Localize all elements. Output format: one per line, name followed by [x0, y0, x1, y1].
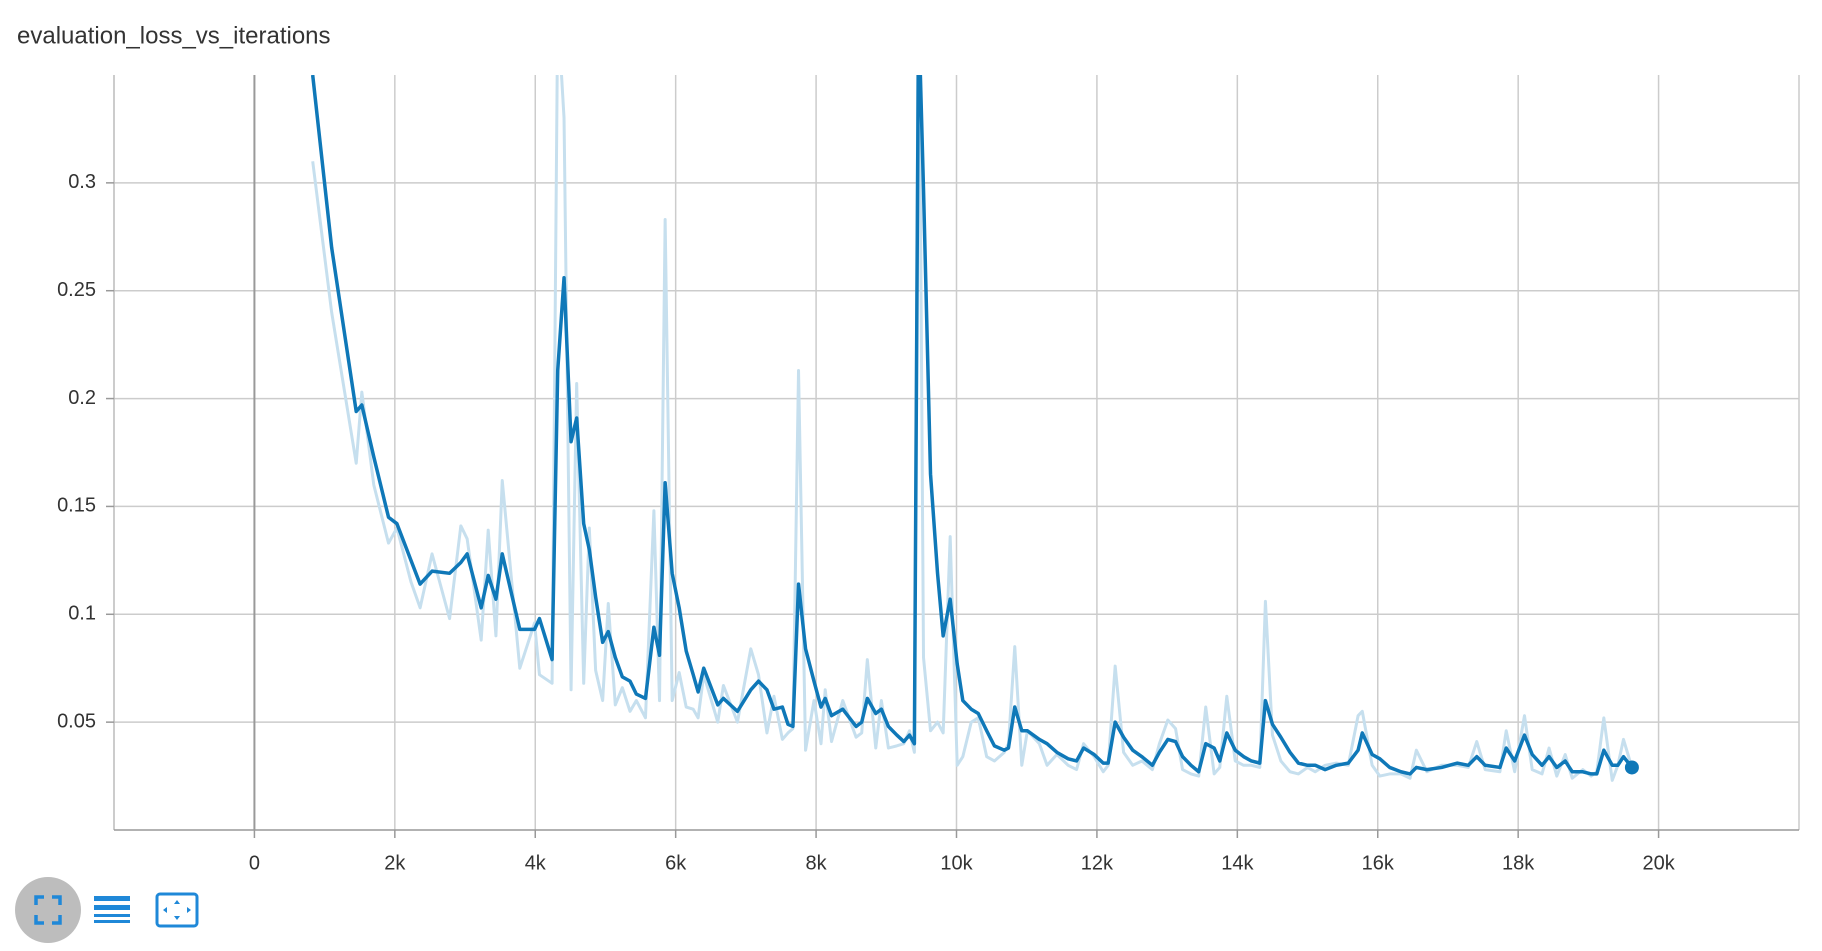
x-tick-label: 4k [525, 852, 547, 874]
smoothed-line [310, 75, 1634, 776]
grid [114, 75, 1799, 830]
y-tick-label: 0.15 [57, 495, 96, 517]
raw-line [311, 75, 1634, 782]
y-tick-label: 0.25 [57, 279, 96, 301]
y-tick-label: 0.05 [57, 710, 96, 732]
toolbar [15, 877, 199, 943]
y-tick-label: 0.1 [68, 603, 96, 625]
plot-area [310, 75, 1634, 782]
x-tick-label: 10k [940, 852, 973, 874]
x-tick-label: 18k [1502, 852, 1535, 874]
y-tick-label: 0.3 [68, 171, 96, 193]
chart-title: evaluation_loss_vs_iterations [17, 22, 331, 49]
x-tick-label: 6k [665, 852, 687, 874]
x-tick-label: 12k [1081, 852, 1114, 874]
fit-domain-button[interactable] [15, 877, 81, 943]
y-tick-label: 0.2 [68, 387, 96, 409]
x-tick-label: 14k [1221, 852, 1254, 874]
x-tick-label: 20k [1642, 852, 1675, 874]
x-tick-label: 2k [384, 852, 406, 874]
expand-button[interactable] [155, 892, 199, 928]
x-tick-label: 0 [249, 852, 260, 874]
toggle-list-button[interactable] [94, 896, 130, 923]
last-point [1624, 760, 1639, 775]
x-tick-label: 8k [806, 852, 828, 874]
x-tick-label: 16k [1362, 852, 1395, 874]
